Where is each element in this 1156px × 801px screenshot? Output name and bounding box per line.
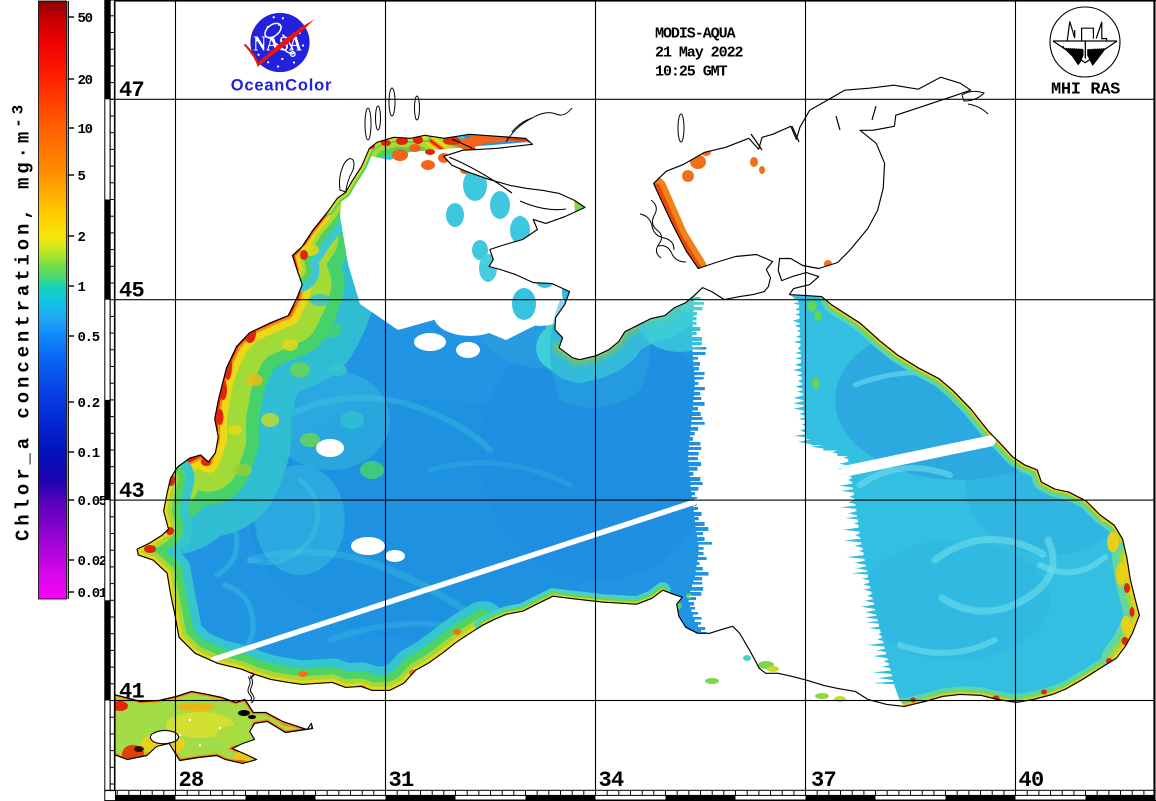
svg-text:47: 47 bbox=[119, 78, 144, 103]
svg-text:41: 41 bbox=[119, 679, 144, 704]
svg-text:43: 43 bbox=[119, 479, 144, 504]
svg-text:37: 37 bbox=[811, 768, 836, 793]
svg-text:28: 28 bbox=[179, 768, 204, 793]
svg-text:0.05: 0.05 bbox=[78, 494, 107, 510]
svg-text:0.02: 0.02 bbox=[78, 554, 107, 570]
svg-text:20: 20 bbox=[78, 73, 93, 89]
svg-text:31: 31 bbox=[389, 768, 414, 793]
svg-text:1: 1 bbox=[78, 280, 86, 296]
svg-text:10:25 GMT: 10:25 GMT bbox=[655, 64, 728, 81]
svg-text:0.5: 0.5 bbox=[78, 330, 100, 346]
svg-text:21 May 2022: 21 May 2022 bbox=[655, 45, 744, 62]
svg-text:0.2: 0.2 bbox=[78, 396, 100, 412]
svg-text:OceanColor: OceanColor bbox=[231, 77, 333, 95]
svg-text:0.1: 0.1 bbox=[78, 446, 100, 462]
svg-text:5: 5 bbox=[78, 169, 86, 185]
svg-text:0.01: 0.01 bbox=[78, 586, 107, 602]
svg-text:MHI RAS: MHI RAS bbox=[1051, 81, 1120, 100]
svg-text:MODIS-AQUA: MODIS-AQUA bbox=[655, 26, 736, 43]
svg-text:Chlor_a concentration, mg·m-3: Chlor_a concentration, mg·m-3 bbox=[10, 101, 35, 541]
svg-text:34: 34 bbox=[599, 768, 624, 793]
svg-text:2: 2 bbox=[78, 230, 86, 246]
svg-text:40: 40 bbox=[1019, 768, 1044, 793]
svg-text:45: 45 bbox=[119, 279, 144, 304]
svg-text:10: 10 bbox=[78, 122, 93, 138]
svg-text:50: 50 bbox=[78, 11, 93, 27]
